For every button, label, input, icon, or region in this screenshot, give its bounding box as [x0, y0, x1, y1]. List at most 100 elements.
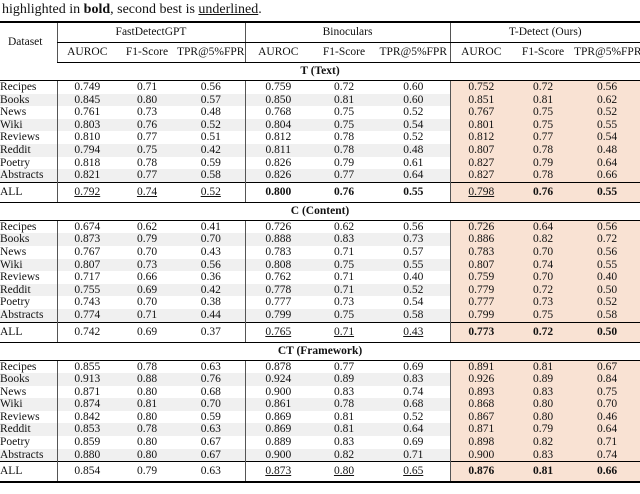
dataset-column-header: Dataset — [8, 36, 43, 49]
metric-cell: 0.888 — [244, 233, 311, 246]
metric-cell: 0.900 — [244, 385, 311, 399]
metric-cell: 0.58 — [200, 169, 221, 182]
metric-cell: 0.774 — [56, 308, 117, 322]
metric-cell: 0.63 — [177, 461, 245, 483]
metric-cell: 0.37 — [177, 321, 245, 343]
metric-cell: 0.876 — [449, 461, 513, 483]
table-row: Books 0.845 0.80 0.57 0.850 0.81 0.60 0.851 0.81… — [0, 93, 640, 107]
metric-cell: 0.799 — [449, 308, 513, 322]
metric-cell: 0.810 — [56, 131, 117, 144]
metric-cell: 0.871 — [56, 385, 117, 399]
metric-cell: 0.52 — [574, 106, 640, 119]
metric-cell: 0.77 — [136, 169, 158, 182]
metric-cell: 0.63 — [200, 423, 221, 436]
metric-cell: 0.73 — [333, 296, 355, 309]
metric-cell: 0.63 — [200, 360, 221, 373]
dataset-cell: Recipes — [0, 360, 37, 373]
metric-cell: 0.67 — [574, 360, 640, 374]
table-row: Recipes 0.855 0.78 0.63 0.878 0.77 0.69 0.891 0.… — [0, 360, 640, 374]
metric-cell: 0.871 — [449, 423, 513, 437]
metric-cell: 0.71 — [311, 321, 377, 343]
metric-cell: 0.71 — [136, 81, 158, 93]
table-row: News 0.761 0.73 0.48 0.768 0.75 0.52 0.767 0.75 0… — [0, 106, 640, 119]
metric-cell: 0.77 — [333, 169, 355, 182]
metric-cell: 0.842 — [56, 410, 117, 424]
dataset-cell: Reviews — [0, 131, 40, 144]
dataset-cell: Reddit — [0, 423, 31, 436]
metric-cell: 0.51 — [200, 131, 221, 144]
dataset-cell: ALL — [0, 321, 57, 343]
metric-header-row: AUROC F1-Score TPR@5%FPR AUROC F1-Score … — [0, 42, 640, 63]
metric-cell: 0.752 — [449, 80, 513, 94]
metric-cell: 0.845 — [56, 93, 117, 107]
metric-cell: 0.81 — [333, 423, 355, 436]
metric-cell: 0.755 — [56, 283, 117, 297]
metric-cell: 0.72 — [574, 233, 640, 246]
metric-cell: 0.50 — [574, 283, 640, 297]
table-row: Poetry 0.743 0.70 0.38 0.777 0.73 0.54 0.777 0.7… — [0, 296, 640, 309]
metric-cell: 0.794 — [56, 143, 117, 157]
group-header-binoculars: Binoculars — [244, 22, 451, 43]
metric-cell: 0.869 — [244, 423, 311, 437]
metric-cell: 0.80 — [136, 93, 158, 106]
dataset-cell: Reviews — [0, 271, 40, 284]
metric-cell: 0.69 — [136, 283, 158, 296]
table-body: T (Text) Recipes 0.749 0.71 0.56 0.759 0.72 0.6… — [0, 62, 640, 483]
metric-cell: 0.56 — [200, 258, 221, 271]
metric-header-f1: F1-Score — [311, 42, 377, 63]
metric-cell: 0.70 — [136, 245, 158, 258]
metric-cell: 0.83 — [512, 448, 575, 462]
metric-cell: 0.83 — [333, 385, 355, 398]
metric-cell: 0.64 — [403, 169, 424, 182]
table-caption: highlighted in bold, second best is unde… — [0, 0, 640, 21]
metric-cell: 0.78 — [136, 360, 158, 373]
metric-cell: 0.79 — [512, 423, 575, 437]
metric-cell: 0.57 — [200, 93, 221, 106]
metric-cell: 0.67 — [200, 448, 221, 461]
table-row: Wiki 0.874 0.81 0.70 0.861 0.78 0.68 0.868 0.80 0… — [0, 398, 640, 411]
dataset-cell: Reviews — [0, 410, 40, 423]
section-title-row: C (Content) — [0, 202, 640, 221]
dataset-cell: Poetry — [0, 296, 31, 309]
metric-cell: 0.80 — [136, 410, 158, 423]
metric-cell: 0.83 — [512, 385, 575, 399]
metric-cell: 0.853 — [56, 423, 117, 437]
metric-cell: 0.52 — [403, 106, 424, 119]
metric-cell: 0.73 — [512, 296, 575, 309]
metric-cell: 0.80 — [512, 410, 575, 424]
metric-cell: 0.75 — [136, 143, 158, 156]
section-title-row: CT (Framework) — [0, 342, 640, 361]
metric-cell: 0.40 — [574, 271, 640, 284]
metric-cell: 0.779 — [449, 283, 513, 297]
metric-cell: 0.71 — [333, 271, 355, 284]
metric-cell: 0.873 — [56, 233, 117, 246]
metric-cell: 0.48 — [403, 143, 424, 156]
metric-cell: 0.57 — [403, 245, 424, 258]
metric-cell: 0.71 — [333, 283, 355, 296]
metric-cell: 0.861 — [244, 398, 311, 411]
metric-cell: 0.70 — [512, 245, 575, 259]
metric-cell: 0.72 — [512, 283, 575, 297]
metric-cell: 0.75 — [512, 308, 575, 322]
dataset-cell: Abstracts — [0, 308, 44, 321]
metric-cell: 0.56 — [403, 220, 424, 233]
dataset-cell: Recipes — [0, 220, 37, 233]
metric-cell: 0.76 — [136, 118, 158, 131]
dataset-cell: Wiki — [0, 258, 23, 271]
metric-cell: 0.82 — [512, 436, 575, 449]
metric-cell: 0.70 — [136, 296, 158, 309]
metric-cell: 0.42 — [200, 143, 221, 156]
metric-cell: 0.807 — [449, 143, 513, 157]
metric-cell: 0.75 — [512, 118, 575, 132]
table-row: Abstracts 0.880 0.80 0.67 0.900 0.82 0.71 0.900… — [0, 448, 640, 462]
metric-cell: 0.808 — [244, 258, 311, 272]
metric-header-tpr: TPR@5%FPR — [177, 42, 245, 63]
table-row: Abstracts 0.774 0.71 0.44 0.799 0.75 0.58 0.799… — [0, 308, 640, 322]
metric-cell: 0.55 — [574, 258, 640, 272]
metric-cell: 0.43 — [377, 321, 451, 343]
metric-cell: 0.60 — [403, 93, 424, 106]
dataset-cell: ALL — [0, 181, 57, 203]
caption-bold-word: bold — [83, 2, 111, 17]
metric-cell: 0.43 — [200, 245, 221, 258]
metric-cell: 0.811 — [244, 143, 311, 157]
